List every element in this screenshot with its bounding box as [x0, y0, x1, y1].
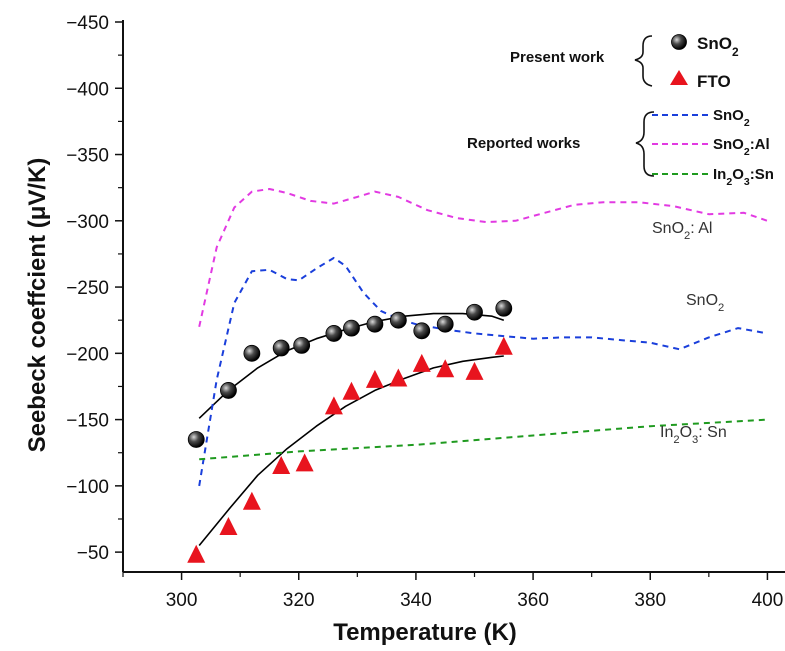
data-point-sno2 [413, 322, 431, 340]
data-point-sno2 [389, 311, 407, 329]
x-tick-label: 400 [752, 590, 784, 611]
data-point-sno2 [366, 315, 384, 333]
y-tick-label: −350 [66, 146, 109, 167]
x-tick-label: 300 [166, 590, 198, 611]
y-tick-label: −50 [77, 543, 109, 564]
data-point-fto [295, 453, 314, 472]
legend-sno2-label: SnO2 [697, 34, 739, 59]
data-point-sno2 [220, 382, 237, 399]
legend-reported-label: SnO2 [713, 107, 750, 129]
data-point-sno2 [243, 344, 261, 362]
annotation-label: SnO2 [686, 292, 724, 314]
data-point-sno2 [325, 325, 343, 342]
series-line-sno2-al-reported [198, 188, 768, 328]
annotations: SnO2: Al SnO2 In2O3: Sn [652, 220, 727, 446]
data-point-sno2 [293, 336, 311, 354]
data-point-fto [389, 368, 408, 387]
data-point-sno2 [495, 299, 513, 317]
x-tick-label: 340 [400, 590, 432, 611]
y-tick-label: −450 [66, 13, 109, 34]
series-line-fto-fit [198, 355, 504, 547]
data-point-sno2 [343, 319, 360, 337]
y-tick-label: −300 [66, 212, 109, 233]
legend-reported-works-label: Reported works [467, 135, 580, 152]
y-axis-title: Seebeck coeffcient (μV/K) [24, 158, 51, 453]
y-tick-label: −200 [66, 344, 109, 365]
axes [122, 20, 785, 573]
x-axis-title: Temperature (K) [333, 619, 517, 646]
data-point-sno2 [466, 303, 483, 321]
data-point-fto [412, 353, 431, 372]
legend-reported-label: In2O3:Sn [713, 166, 774, 188]
series-line-sno2-reported [198, 256, 768, 487]
brace-present-icon [634, 35, 653, 87]
data-point-fto [324, 396, 343, 415]
plot-area [187, 188, 768, 563]
ticks: 300 320 340 360 380 400 −450 −400 −350 −300 −250 −2… [66, 13, 784, 611]
legend-reported-label: SnO2:Al [713, 136, 770, 158]
y-tick-label: −100 [66, 477, 109, 498]
y-tick-label: −250 [66, 278, 109, 299]
data-point-fto [187, 544, 206, 563]
data-point-fto [436, 359, 455, 378]
annotation-label: In2O3: Sn [660, 424, 727, 446]
data-point-fto [272, 455, 291, 474]
data-point-fto [465, 361, 484, 380]
brace-reported-icon [635, 111, 655, 177]
legend-present-work-label: Present work [510, 49, 605, 66]
y-tick-label: −400 [66, 79, 109, 100]
data-point-fto [342, 381, 361, 400]
legend-sno2-marker-icon [671, 34, 687, 50]
series-line-in2o3-sn-reported [199, 418, 768, 461]
data-point-sno2 [272, 339, 290, 357]
data-point-fto [494, 336, 513, 355]
annotation-label: SnO2: Al [652, 220, 712, 242]
y-tick-label: −150 [66, 411, 109, 432]
legend: Present work SnO2 FTO Reported works SnO2 SnO… [467, 34, 774, 188]
data-point-sno2 [187, 431, 205, 448]
legend-fto-marker-icon [670, 70, 688, 85]
data-point-fto [219, 516, 238, 535]
data-point-fto [242, 491, 261, 510]
x-tick-label: 360 [517, 590, 549, 611]
x-tick-label: 380 [634, 590, 666, 611]
x-tick-label: 320 [283, 590, 315, 611]
data-point-sno2 [436, 315, 454, 333]
legend-fto-label: FTO [697, 72, 731, 91]
data-point-fto [365, 369, 384, 388]
